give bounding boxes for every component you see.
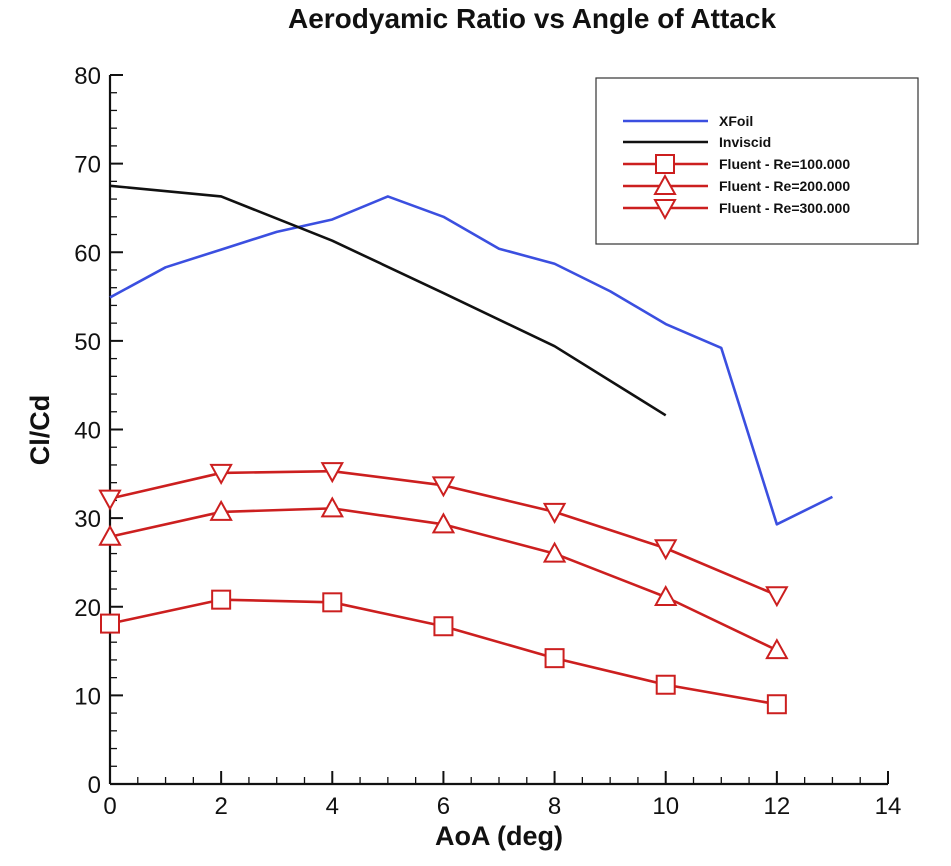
series-3 — [98, 496, 789, 660]
y-tick-label: 10 — [74, 683, 101, 710]
x-tick-label: 6 — [437, 793, 450, 820]
data-point — [209, 463, 233, 485]
series-area — [98, 184, 834, 715]
y-tick-label: 60 — [74, 240, 101, 267]
legend: XFoil Inviscid Fluent - Re=100.000 Fluent -… — [595, 77, 919, 245]
legend-label: Fluent - Re=200.000 — [719, 178, 850, 194]
series-line — [109, 195, 834, 526]
series-1 — [109, 184, 667, 417]
legend-marker — [653, 173, 677, 195]
data-point — [320, 496, 344, 518]
legend-label: Inviscid — [719, 134, 771, 150]
data-point — [98, 489, 122, 511]
data-point — [765, 586, 789, 608]
legend-label: Fluent - Re=100.000 — [719, 156, 850, 172]
data-point — [431, 476, 456, 498]
x-tick-label: 4 — [326, 793, 339, 820]
series-4 — [98, 462, 789, 608]
data-point — [542, 502, 567, 524]
data-point — [433, 616, 454, 637]
data-point — [544, 648, 565, 669]
x-tick-label: 8 — [548, 793, 561, 820]
data-point — [211, 589, 232, 610]
data-point — [100, 613, 120, 634]
y-axis-label: Cl/Cd — [25, 395, 55, 466]
x-tick-label: 14 — [875, 793, 902, 820]
x-axis-label: AoA (deg) — [435, 821, 563, 851]
data-point — [765, 638, 789, 660]
legend-box — [595, 77, 919, 245]
data-point — [654, 584, 678, 607]
data-point — [542, 541, 567, 563]
data-point — [209, 499, 233, 521]
x-tick-label: 0 — [103, 793, 116, 820]
data-point — [655, 674, 676, 695]
data-point — [431, 512, 456, 534]
series-line — [109, 184, 667, 417]
legend-label: Fluent - Re=300.000 — [719, 200, 850, 216]
data-point — [98, 524, 122, 546]
legend-marker — [655, 154, 675, 174]
legend-marker — [653, 199, 677, 221]
data-point — [322, 592, 343, 613]
y-tick-label: 80 — [74, 63, 101, 90]
y-tick-label: 20 — [74, 595, 101, 622]
x-tick-label: 12 — [764, 793, 791, 820]
series-0 — [109, 195, 834, 526]
y-tick-label: 40 — [74, 418, 101, 445]
series-line — [109, 598, 778, 706]
data-point — [320, 462, 344, 484]
y-tick-label: 30 — [74, 506, 101, 533]
y-tick-label: 70 — [74, 152, 101, 179]
x-tick-label: 10 — [652, 793, 679, 820]
legend-label: XFoil — [719, 113, 753, 129]
axis-ticks: 0 2 4 6 8 10 12 14 0 10 20 30 40 50 60 70 80 — [74, 63, 901, 820]
series-2 — [100, 589, 787, 715]
chart-title: Aerodyamic Ratio vs Angle of Attack — [288, 3, 776, 34]
data-point — [654, 539, 678, 561]
y-tick-label: 0 — [88, 772, 101, 799]
data-point — [766, 694, 787, 715]
y-tick-label: 50 — [74, 329, 101, 356]
x-tick-label: 2 — [214, 793, 227, 820]
